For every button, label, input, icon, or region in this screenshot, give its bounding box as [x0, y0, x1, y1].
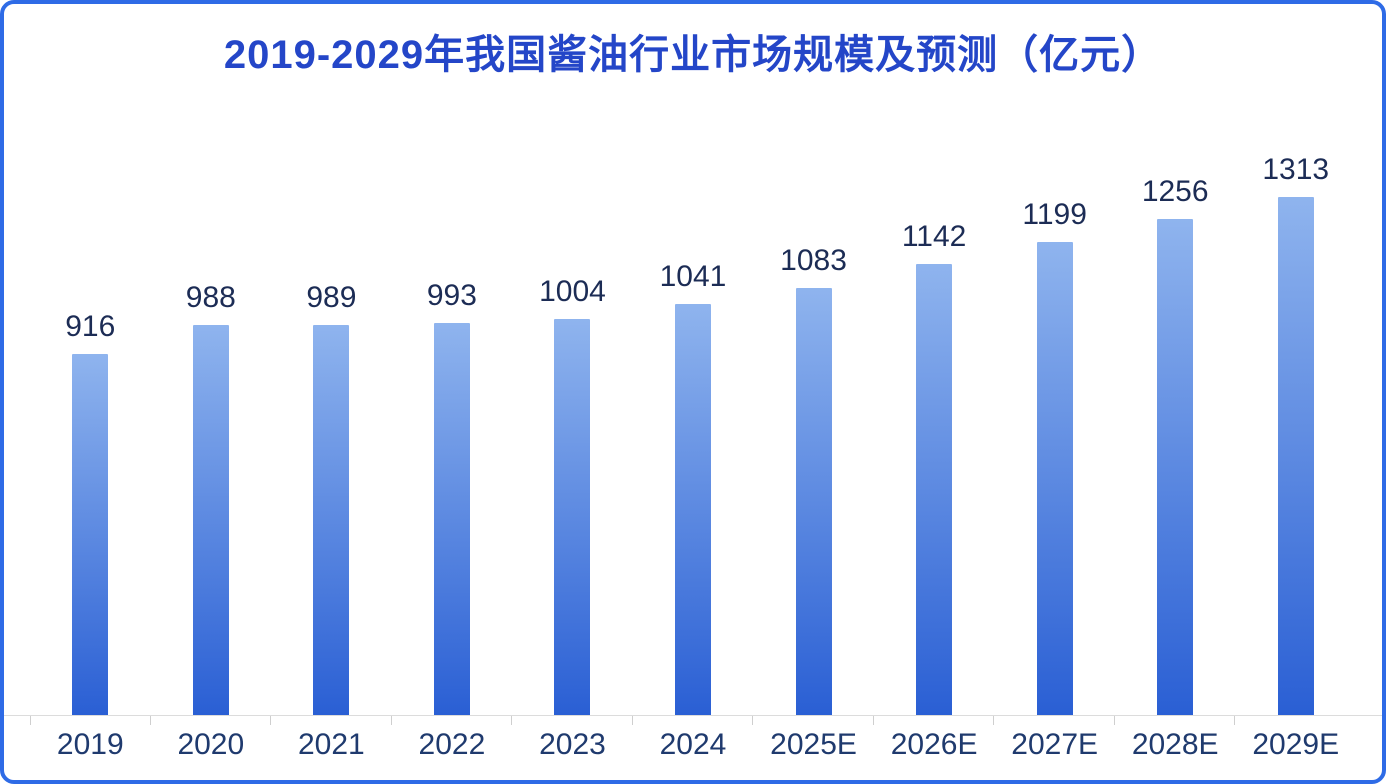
- x-tick-label: 2019: [30, 716, 151, 780]
- x-tick-label: 2029E: [1252, 728, 1340, 761]
- x-tick-label: 2028E: [1115, 716, 1236, 780]
- bar-value-label: 1041: [659, 260, 727, 293]
- chart-title: 2019-2029年我国酱油行业市场规模及预测（亿元）: [223, 33, 1163, 77]
- bar: [433, 323, 470, 715]
- bar-column: 916: [30, 310, 151, 715]
- x-tick-label: 2024: [633, 716, 754, 780]
- bar-value-label: 1313: [1262, 153, 1330, 186]
- x-tick-label: 2020: [151, 716, 272, 780]
- plot-area: 916 988 989 993 1004 1041 1083 1142 1199 1256 1313: [4, 82, 1382, 715]
- bar-value-label: 1199: [1022, 198, 1087, 231]
- bar-value-label: 1256: [1141, 175, 1209, 208]
- bar: [1157, 219, 1194, 715]
- bar-column: 1004: [512, 275, 633, 715]
- x-tick-label: 2027E: [994, 716, 1115, 780]
- x-tick-label: 2022: [392, 716, 513, 780]
- bar: [554, 319, 591, 715]
- bar: [675, 304, 711, 715]
- bar-value-label: 989: [306, 281, 357, 314]
- bar-column: 1142: [874, 220, 995, 715]
- bar-value-label: 916: [65, 310, 116, 343]
- bar-value-label: 988: [185, 281, 236, 314]
- bar-column: 1199: [994, 198, 1115, 715]
- bar-column: 989: [271, 281, 392, 715]
- bar-value-label: 1083: [780, 244, 847, 277]
- bar: [916, 264, 953, 715]
- bar: [313, 325, 350, 715]
- x-tick-label: 2023: [512, 716, 633, 780]
- bar-column: 993: [392, 279, 513, 715]
- bar-value-label: 993: [426, 279, 477, 312]
- bar-column: 988: [151, 281, 272, 715]
- bar-column: 1313: [1235, 153, 1356, 715]
- bar: [1036, 242, 1073, 715]
- bar-value-label: 1004: [539, 275, 606, 308]
- bar: [192, 325, 229, 715]
- bar-value-label: 1142: [901, 220, 967, 253]
- bar-column: 1041: [633, 260, 754, 715]
- x-axis: 2019 2020 2021 2022 2023 2024 2025E 2026E 2027E 2…: [4, 715, 1382, 780]
- x-tick-label: 2026E: [874, 716, 995, 780]
- bar: [1277, 197, 1314, 715]
- bar-column: 1083: [753, 244, 874, 715]
- x-tick-label: 2025E: [753, 716, 874, 780]
- bar-column: 1256: [1115, 175, 1236, 715]
- x-tick-label: 2021: [271, 716, 392, 780]
- bar: [795, 288, 832, 715]
- bar: [72, 354, 109, 715]
